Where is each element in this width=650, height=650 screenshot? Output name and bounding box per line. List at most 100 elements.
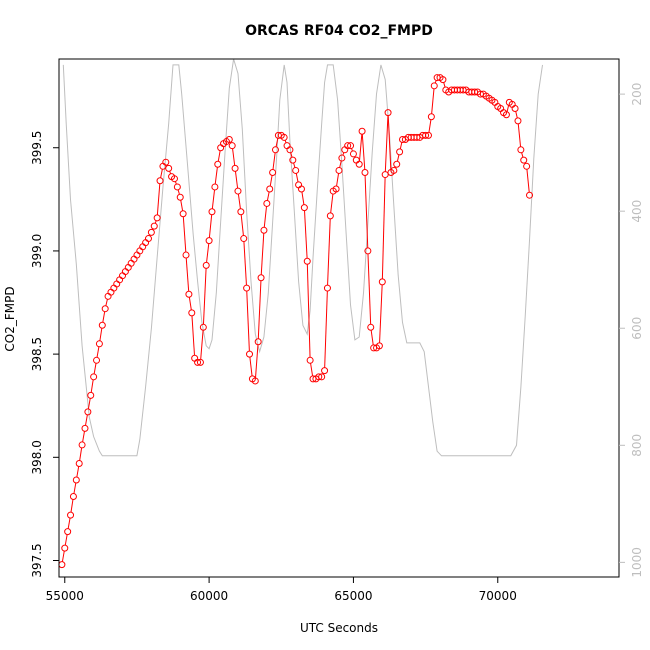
co2-data-point bbox=[237, 208, 245, 216]
co2-series-segment bbox=[87, 398, 91, 410]
co2-series-segment bbox=[232, 148, 236, 166]
co2-series-segment bbox=[272, 152, 276, 170]
co2-data-point bbox=[502, 111, 510, 119]
co2-data-point bbox=[150, 222, 158, 230]
co2-data-point bbox=[104, 292, 112, 300]
co2-data-point bbox=[188, 309, 196, 317]
co2-series-segment bbox=[246, 291, 250, 352]
co2-data-point bbox=[289, 156, 297, 164]
co2-data-point bbox=[358, 127, 366, 135]
co2-data-point bbox=[338, 154, 346, 162]
co2-data-point bbox=[326, 212, 334, 220]
y-tick-label: 398.5 bbox=[30, 337, 44, 371]
co2-series-segment bbox=[361, 134, 366, 170]
co2-series-segment bbox=[200, 330, 204, 360]
co2-series-segment bbox=[237, 193, 241, 209]
co2-series-segment bbox=[257, 280, 262, 339]
co2-data-point bbox=[344, 142, 352, 150]
co2-data-point bbox=[170, 175, 178, 183]
co2-series-segment bbox=[260, 233, 265, 275]
co2-data-point bbox=[182, 251, 190, 259]
co2-data-point bbox=[113, 280, 121, 288]
co2-data-point bbox=[185, 290, 193, 298]
co2-data-point bbox=[121, 268, 129, 276]
right-y-tick-label: 600 bbox=[630, 317, 644, 340]
co2-data-point bbox=[87, 391, 95, 399]
co2-data-point bbox=[335, 166, 343, 174]
right-y-tick-label: 200 bbox=[630, 83, 644, 106]
co2-data-point bbox=[225, 135, 233, 143]
co2-data-point bbox=[318, 373, 326, 381]
co2-data-point bbox=[422, 131, 430, 139]
co2-data-point bbox=[231, 164, 239, 172]
co2-data-point bbox=[384, 109, 392, 117]
co2-data-point bbox=[300, 204, 308, 212]
co2-series-segment bbox=[105, 299, 108, 306]
co2-series-segment bbox=[64, 534, 68, 546]
co2-data-point bbox=[251, 377, 259, 385]
co2-data-point bbox=[254, 338, 262, 346]
co2-data-point bbox=[196, 358, 204, 366]
co2-data-point bbox=[136, 247, 144, 255]
co2-data-point bbox=[424, 131, 432, 139]
co2-data-point bbox=[295, 181, 303, 189]
co2-series-segment bbox=[240, 214, 244, 236]
co2-data-point bbox=[364, 247, 372, 255]
co2-data-point bbox=[297, 185, 305, 193]
x-tick-label: 60000 bbox=[190, 589, 228, 603]
co2-series-segment bbox=[324, 291, 328, 368]
co2-data-point bbox=[341, 146, 349, 154]
co2-series-segment bbox=[330, 194, 334, 213]
co2-data-point bbox=[205, 237, 213, 245]
co2-data-point bbox=[260, 226, 268, 234]
co2-data-point bbox=[101, 305, 109, 313]
co2-series-segment bbox=[310, 363, 314, 376]
co2-series-segment bbox=[370, 330, 374, 346]
co2-data-point bbox=[243, 284, 251, 292]
co2-series-segment bbox=[191, 315, 195, 356]
co2-data-point bbox=[153, 214, 161, 222]
co2-series-segment bbox=[214, 167, 218, 185]
co2-series-segment bbox=[304, 210, 308, 259]
co2-data-point bbox=[162, 158, 170, 166]
co2-data-point bbox=[214, 160, 222, 168]
plot-layer bbox=[58, 58, 543, 569]
co2-data-point bbox=[199, 323, 207, 331]
co2-data-point bbox=[280, 133, 288, 141]
co2-data-point bbox=[98, 321, 106, 329]
co2-data-point bbox=[378, 278, 386, 286]
co2-series-segment bbox=[93, 363, 97, 374]
co2-series-segment bbox=[381, 177, 386, 279]
co2-series-segment bbox=[188, 297, 192, 310]
co2-data-point bbox=[390, 166, 398, 174]
co2-series-segment bbox=[79, 447, 83, 461]
chart-title: ORCAS RF04 CO2_FMPD bbox=[245, 23, 433, 39]
co2-series-segment bbox=[336, 173, 340, 187]
co2-data-point bbox=[321, 367, 329, 375]
co2-series-segment bbox=[90, 379, 94, 393]
co2-series-segment bbox=[206, 243, 210, 263]
co2-data-point bbox=[142, 239, 150, 247]
co2-series-segment bbox=[327, 218, 331, 286]
co2-data-point bbox=[64, 528, 72, 536]
co2-data-point bbox=[176, 193, 184, 201]
y-tick-label: 398.0 bbox=[30, 440, 44, 474]
co2-series-segment bbox=[293, 162, 296, 168]
co2-data-point bbox=[90, 373, 98, 381]
co2-series-segment bbox=[428, 119, 432, 133]
co2-data-point bbox=[173, 183, 181, 191]
co2-data-point bbox=[375, 342, 383, 350]
co2-data-point bbox=[156, 177, 164, 185]
co2-data-point bbox=[347, 142, 355, 150]
co2-series-segment bbox=[61, 550, 65, 562]
co2-data-point bbox=[95, 340, 103, 348]
co2-data-point bbox=[514, 117, 522, 125]
co2-data-point bbox=[393, 160, 401, 168]
co2-series-segment bbox=[82, 431, 85, 443]
co2-series-segment bbox=[526, 169, 530, 193]
co2-series-segment bbox=[185, 258, 190, 292]
co2-data-point bbox=[67, 511, 75, 519]
co2-data-point bbox=[517, 146, 525, 154]
co2-series-segment bbox=[306, 264, 311, 358]
co2-series-segment bbox=[301, 191, 305, 205]
